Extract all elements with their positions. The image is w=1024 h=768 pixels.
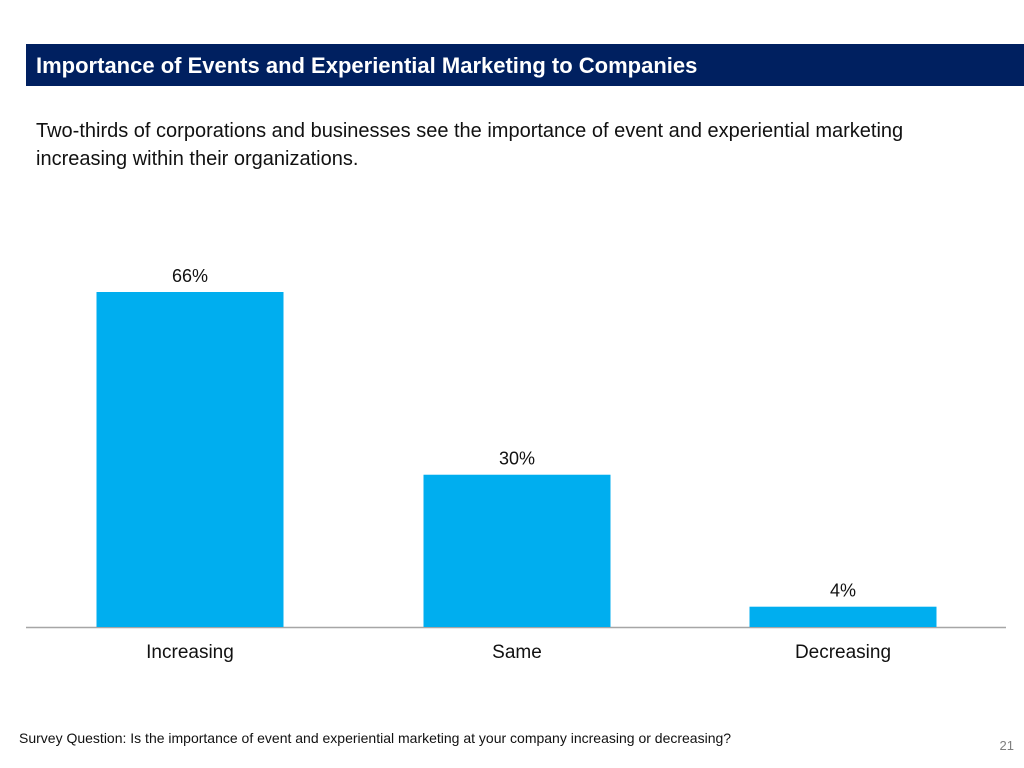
category-label-same: Same <box>492 642 542 663</box>
page-number: 21 <box>999 738 1014 753</box>
data-label-decreasing: 4% <box>830 581 856 601</box>
data-label-increasing: 66% <box>172 266 208 286</box>
bar-same <box>423 474 611 627</box>
category-label-increasing: Increasing <box>146 642 234 663</box>
slide-subtitle: Two-thirds of corporations and businesse… <box>36 120 904 170</box>
data-label-same: 30% <box>499 449 535 469</box>
bar-increasing <box>96 292 284 627</box>
bar-decreasing <box>749 606 937 627</box>
category-label-decreasing: Decreasing <box>795 642 891 663</box>
survey-question-footnote: Survey Question: Is the importance of ev… <box>19 730 732 746</box>
title-bar: Importance of Events and Experiential Ma… <box>26 44 1024 86</box>
page-title: Importance of Events and Experiential Ma… <box>36 53 698 78</box>
